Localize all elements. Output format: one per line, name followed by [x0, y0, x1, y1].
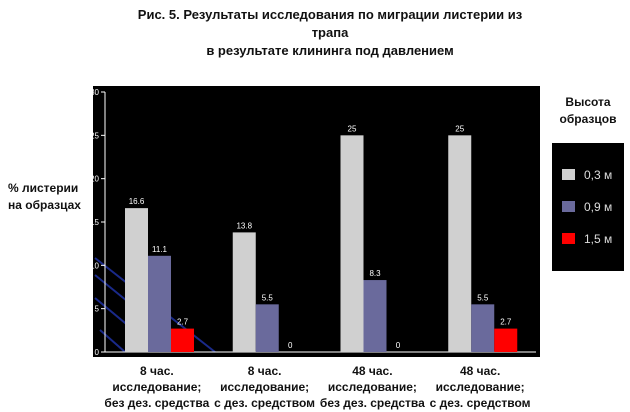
bar-data-label: 8.3 — [369, 269, 381, 278]
legend-title: Высота образцов — [548, 94, 628, 128]
legend-label-1-5m: 1,5 м — [584, 232, 613, 246]
bar-data-label: 5.5 — [477, 293, 489, 302]
legend-title-line-1: Высота — [565, 95, 611, 109]
bar — [148, 255, 171, 352]
y-tick-label: 5 — [95, 305, 100, 314]
bar — [448, 135, 472, 352]
x-tick-label-line: исследование; — [435, 380, 525, 394]
legend-swatch-1-5m — [562, 233, 575, 244]
legend-label-0-3m: 0,3 м — [584, 168, 613, 182]
x-tick-label-line: 48 час. — [352, 364, 393, 378]
bar — [471, 304, 495, 352]
x-tick-label-line: с дез. средством — [214, 396, 316, 410]
x-tick-label: 48 час. исследование; без дез. средства — [312, 363, 432, 411]
y-tick-label: 30 — [90, 88, 99, 97]
legend-item-0-3m: 0,3 м — [562, 167, 622, 183]
bar — [171, 328, 194, 352]
y-tick-label: 25 — [90, 131, 99, 140]
bar-data-label: 5.5 — [262, 293, 274, 302]
x-tick-label-line: исследование; — [220, 380, 310, 394]
bar — [363, 280, 387, 352]
y-tick-label: 10 — [90, 261, 99, 270]
bar — [494, 328, 518, 352]
bar-data-label: 11.1 — [152, 245, 168, 254]
x-tick-label-line: исследование; — [112, 380, 202, 394]
x-tick-label-line: 8 час. — [247, 364, 282, 378]
y-tick-label: 15 — [90, 218, 99, 227]
y-axis-label-line-1: % листерии — [8, 181, 79, 195]
y-axis-label-line-2: на образцах — [8, 198, 81, 212]
x-tick-label-line: без дез. средства — [104, 396, 210, 410]
x-tick-label-line: без дез. средства — [319, 396, 425, 410]
background-streak — [99, 329, 126, 353]
bar-data-label: 16.6 — [129, 197, 145, 206]
y-tick-label: 0 — [95, 348, 100, 357]
legend-swatch-0-3m — [562, 169, 575, 180]
legend-title-line-2: образцов — [559, 112, 617, 126]
bar-data-label: 13.8 — [236, 221, 252, 230]
bar-data-label: 2.7 — [500, 318, 512, 327]
legend: 0,3 м 0,9 м 1,5 м — [552, 143, 624, 271]
chart-title-line-1: Рис. 5. Результаты исследования по мигра… — [137, 7, 523, 40]
bar — [125, 208, 148, 352]
x-tick-label: 8 час. исследование; без дез. средства — [97, 363, 217, 411]
chart-title: Рис. 5. Результаты исследования по мигра… — [120, 6, 540, 60]
bar — [255, 304, 279, 352]
bar — [340, 135, 364, 352]
legend-item-0-9m: 0,9 м — [562, 199, 622, 215]
chart-title-line-2: в результате клининга под давлением — [206, 43, 454, 58]
bar-data-label: 0 — [288, 341, 293, 350]
bar-data-label: 2.7 — [177, 318, 189, 327]
bar-data-label: 25 — [348, 124, 357, 133]
x-tick-label-line: 48 час. — [459, 364, 501, 378]
y-axis-label: % листерии на образцах — [8, 180, 98, 214]
x-tick-label-line: с дез. средством — [429, 396, 531, 410]
bar-data-label: 0 — [396, 341, 401, 350]
bar — [232, 232, 256, 352]
bar-data-label: 25 — [455, 124, 464, 133]
x-tick-label: 8 час. исследование; с дез. средством — [205, 363, 325, 411]
x-tick-label: 48 час. исследование; с дез. средством — [420, 363, 540, 411]
y-tick-label: 20 — [90, 175, 99, 184]
x-tick-label-line: 8 час. — [140, 364, 174, 378]
legend-item-1-5m: 1,5 м — [562, 231, 622, 247]
legend-label-0-9m: 0,9 м — [584, 200, 613, 214]
x-tick-label-line: исследование; — [327, 380, 417, 394]
legend-swatch-0-9m — [562, 201, 575, 212]
